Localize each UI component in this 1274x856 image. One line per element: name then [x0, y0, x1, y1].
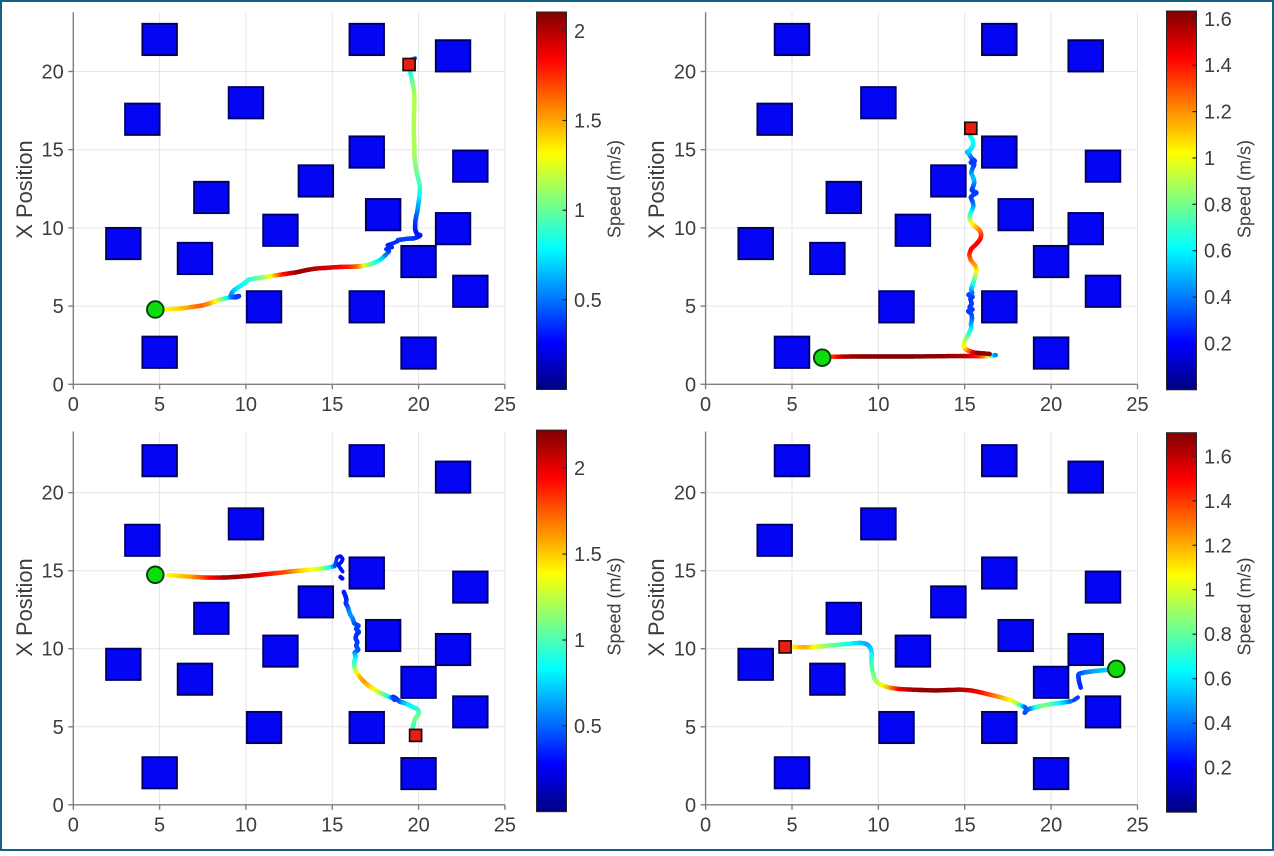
- svg-text:10: 10: [674, 218, 696, 240]
- svg-text:25: 25: [494, 815, 516, 837]
- svg-text:20: 20: [42, 483, 64, 505]
- svg-text:1.5: 1.5: [574, 544, 602, 566]
- svg-text:0.8: 0.8: [1204, 194, 1232, 216]
- svg-text:5: 5: [685, 296, 696, 318]
- svg-text:1.6: 1.6: [1204, 446, 1232, 468]
- svg-text:20: 20: [674, 62, 696, 84]
- svg-text:1.4: 1.4: [1204, 55, 1232, 77]
- svg-text:20: 20: [1040, 394, 1062, 416]
- svg-text:X Position: X Position: [644, 140, 669, 238]
- svg-text:0.2: 0.2: [1204, 758, 1232, 780]
- svg-text:5: 5: [53, 296, 64, 318]
- svg-text:X Position: X Position: [12, 140, 37, 238]
- svg-text:0.4: 0.4: [1204, 287, 1232, 309]
- svg-text:10: 10: [235, 815, 257, 837]
- svg-text:15: 15: [674, 561, 696, 583]
- svg-text:10: 10: [42, 639, 64, 661]
- svg-text:Speed (m/s): Speed (m/s): [604, 140, 624, 238]
- svg-text:2: 2: [574, 21, 585, 43]
- svg-text:1.4: 1.4: [1204, 491, 1232, 513]
- svg-text:X Position: X Position: [12, 558, 37, 656]
- svg-text:15: 15: [954, 394, 976, 416]
- svg-text:0: 0: [53, 374, 64, 396]
- svg-text:Speed (m/s): Speed (m/s): [1234, 557, 1254, 655]
- svg-text:0.2: 0.2: [1204, 333, 1232, 355]
- svg-text:5: 5: [786, 815, 797, 837]
- svg-text:1: 1: [1204, 148, 1215, 170]
- svg-text:0.4: 0.4: [1204, 713, 1232, 735]
- svg-text:15: 15: [42, 561, 64, 583]
- svg-text:0: 0: [53, 795, 64, 817]
- svg-text:1.2: 1.2: [1204, 535, 1232, 557]
- svg-text:1.5: 1.5: [574, 111, 602, 133]
- svg-text:10: 10: [42, 218, 64, 240]
- svg-text:0: 0: [700, 815, 711, 837]
- svg-text:0.5: 0.5: [574, 716, 602, 738]
- svg-text:0.6: 0.6: [1204, 669, 1232, 691]
- svg-text:25: 25: [1126, 815, 1148, 837]
- svg-text:0: 0: [685, 374, 696, 396]
- svg-text:5: 5: [154, 815, 165, 837]
- svg-text:15: 15: [321, 394, 343, 416]
- svg-text:1: 1: [574, 200, 585, 222]
- svg-text:15: 15: [954, 815, 976, 837]
- svg-text:5: 5: [685, 717, 696, 739]
- svg-text:1.6: 1.6: [1204, 9, 1232, 31]
- svg-text:1.2: 1.2: [1204, 102, 1232, 124]
- svg-text:5: 5: [786, 394, 797, 416]
- svg-text:20: 20: [42, 62, 64, 84]
- svg-text:10: 10: [867, 815, 889, 837]
- svg-text:20: 20: [1040, 815, 1062, 837]
- svg-text:10: 10: [674, 639, 696, 661]
- svg-text:20: 20: [407, 394, 429, 416]
- svg-text:Speed (m/s): Speed (m/s): [1234, 140, 1254, 238]
- svg-text:10: 10: [235, 394, 257, 416]
- svg-text:0: 0: [700, 394, 711, 416]
- svg-text:10: 10: [867, 394, 889, 416]
- svg-text:1: 1: [574, 630, 585, 652]
- svg-text:0: 0: [68, 394, 79, 416]
- svg-text:X Position: X Position: [644, 558, 669, 656]
- svg-text:0.8: 0.8: [1204, 624, 1232, 646]
- svg-text:15: 15: [42, 140, 64, 162]
- svg-text:15: 15: [674, 140, 696, 162]
- svg-text:0: 0: [68, 815, 79, 837]
- svg-text:Speed (m/s): Speed (m/s): [604, 557, 624, 655]
- svg-text:5: 5: [154, 394, 165, 416]
- svg-text:5: 5: [53, 717, 64, 739]
- svg-text:2: 2: [574, 458, 585, 480]
- svg-text:1: 1: [1204, 580, 1215, 602]
- svg-text:20: 20: [407, 815, 429, 837]
- svg-text:0.6: 0.6: [1204, 241, 1232, 263]
- svg-text:25: 25: [494, 394, 516, 416]
- svg-text:0: 0: [685, 795, 696, 817]
- svg-text:15: 15: [321, 815, 343, 837]
- svg-text:25: 25: [1126, 394, 1148, 416]
- svg-text:0.5: 0.5: [574, 290, 602, 312]
- svg-text:20: 20: [674, 483, 696, 505]
